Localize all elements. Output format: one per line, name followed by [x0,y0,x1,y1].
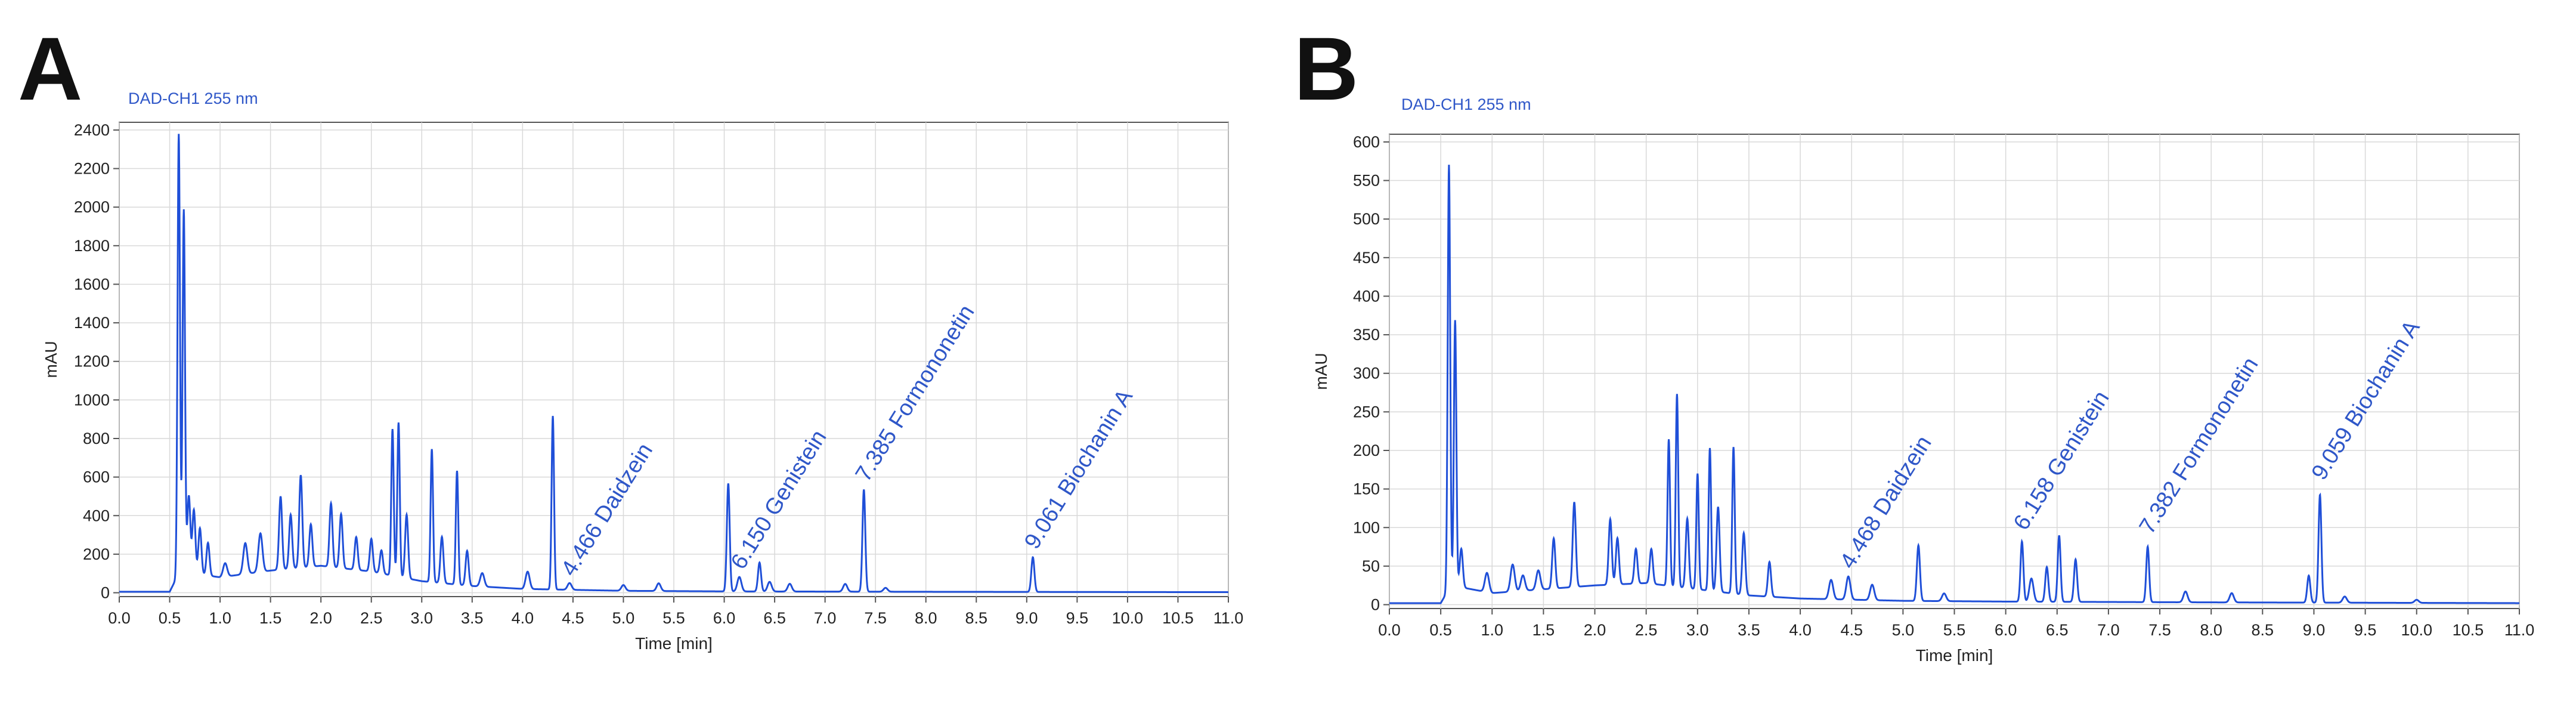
x-tick-label: 7.5 [864,609,887,627]
x-tick-label: 4.5 [562,609,584,627]
x-tick-label: 2.5 [1635,621,1658,639]
x-tick-label: 11.0 [2504,621,2535,639]
panel-b: B DAD-CH1 255 nm 0.0 0.5 1.0 1.5 2.0 2.5 3.0 3.… [1288,0,2576,701]
x-tick-label: 5.0 [1892,621,1915,639]
y-tick-label: 300 [1353,365,1380,382]
chromatogram-chart-a: 0.0 0.5 1.0 1.5 2.0 2.5 3.0 3.5 4.0 4.5 5.0 5.5 6.0 6… [42,121,1244,653]
x-tick-label: 2.0 [1584,621,1606,639]
x-tick-label: 10.0 [1112,609,1144,627]
chromatogram-trace [1389,165,2519,604]
y-tick-label: 400 [83,507,110,524]
x-tick-label: 0.5 [1429,621,1452,639]
x-tick-label: 6.5 [763,609,786,627]
x-tick-label: 2.0 [309,609,332,627]
y-tick-label: 800 [83,430,110,447]
x-tick-label: 9.5 [2354,621,2377,639]
y-axis-label: mAU [42,341,60,378]
x-tick-label: 1.5 [259,609,282,627]
x-axis-label: Time [min] [635,634,713,653]
x-tick-label: 2.5 [360,609,383,627]
x-tick-label: 1.0 [1481,621,1503,639]
x-tick-label: 4.0 [1789,621,1812,639]
x-tick-label: 0.5 [159,609,181,627]
y-tick-label: 1400 [74,314,110,332]
x-tick-label: 1.5 [1532,621,1555,639]
y-tick-label: 2200 [74,160,110,178]
x-tick-label: 10.5 [2453,621,2484,639]
x-tick-label: 9.5 [1066,609,1089,627]
y-tick-label: 600 [83,468,110,486]
detector-label: DAD-CH1 255 nm [1401,95,1531,113]
x-tick-label: 4.0 [512,609,534,627]
x-tick-label: 0.0 [1378,621,1401,639]
x-tick-label: 6.0 [713,609,736,627]
y-tick-label: 2400 [74,121,110,139]
panel-a: A DAD-CH1 255 nm 0.0 0.5 1.0 1.5 2.0 2.5 3.0 3.… [18,18,1244,653]
x-tick-label: 8.5 [965,609,987,627]
y-tick-label: 450 [1353,249,1380,267]
x-tick-label: 8.5 [2252,621,2274,639]
y-tick-label: 350 [1353,326,1380,344]
y-tick-label: 250 [1353,403,1380,421]
x-tick-label: 9.0 [2303,621,2326,639]
y-tick-label: 400 [1353,287,1380,305]
y-tick-label: 150 [1353,480,1380,498]
y-tick-label: 200 [83,545,110,563]
x-tick-label: 9.0 [1015,609,1038,627]
x-tick-label: 5.0 [612,609,635,627]
x-tick-label: 3.0 [410,609,433,627]
x-tick-label: 3.0 [1686,621,1709,639]
x-tick-label: 10.5 [1162,609,1194,627]
x-tick-label: 8.0 [915,609,937,627]
x-tick-label: 3.5 [1738,621,1760,639]
x-tick-label: 6.0 [1995,621,2017,639]
x-tick-label: 7.0 [2097,621,2120,639]
x-tick-label: 4.5 [1840,621,1863,639]
x-tick-label: 7.0 [814,609,837,627]
x-tick-label: 3.5 [461,609,484,627]
y-tick-label: 1800 [74,237,110,255]
x-tick-label: 10.0 [2401,621,2432,639]
x-tick-label: 7.5 [2148,621,2171,639]
y-tick-label: 1600 [74,275,110,293]
x-tick-label: 8.0 [2200,621,2222,639]
y-tick-label: 200 [1353,441,1380,459]
x-tick-label: 6.5 [2046,621,2069,639]
chromatogram-trace [119,134,1228,594]
panel-letter: A [18,18,83,119]
x-tick-label: 1.0 [209,609,231,627]
x-tick-label: 0.0 [108,609,131,627]
y-tick-label: 0 [1371,596,1380,614]
y-tick-label: 550 [1353,172,1380,190]
y-axis-label: mAU [1312,353,1330,390]
x-tick-label: 5.5 [662,609,685,627]
chromatogram-chart-b: 0.0 0.5 1.0 1.5 2.0 2.5 3.0 3.5 4.0 4.5 5.0 5.5 6.0 6… [1312,133,2535,665]
y-tick-label: 0 [101,584,110,602]
x-tick-label: 5.5 [1943,621,1966,639]
y-tick-label: 50 [1362,557,1380,575]
x-tick-label: 11.0 [1213,609,1244,627]
detector-label: DAD-CH1 255 nm [128,89,258,107]
panel-letter: B [1294,18,1359,119]
y-tick-label: 2000 [74,198,110,216]
y-tick-label: 600 [1353,133,1380,151]
y-tick-label: 1000 [74,391,110,409]
y-tick-label: 1200 [74,353,110,370]
y-tick-label: 100 [1353,518,1380,536]
y-tick-label: 500 [1353,210,1380,228]
x-axis-label: Time [min] [1916,646,1993,665]
